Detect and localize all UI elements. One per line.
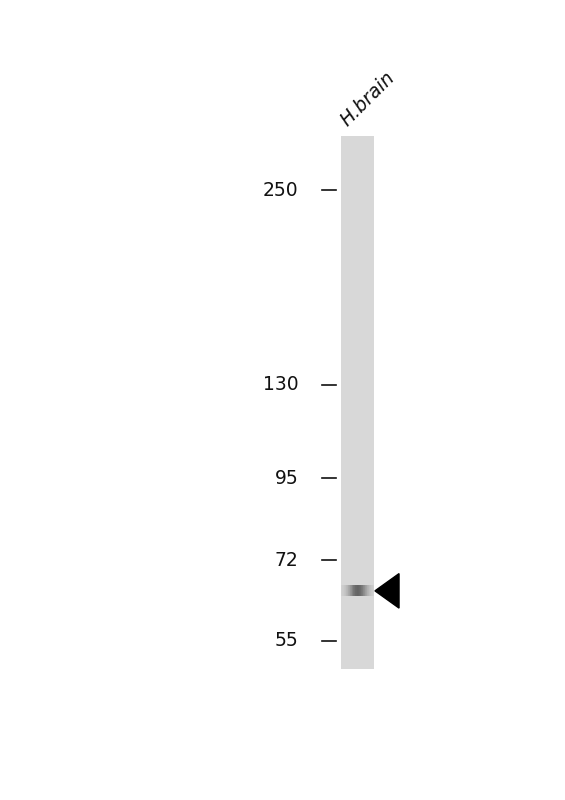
- Bar: [345, 586, 346, 597]
- Bar: [348, 586, 349, 597]
- Text: 130: 130: [263, 375, 298, 394]
- Bar: [351, 586, 352, 597]
- Text: H.brain: H.brain: [337, 68, 398, 130]
- Bar: [373, 586, 374, 597]
- Bar: [356, 586, 357, 597]
- Bar: [362, 586, 363, 597]
- Text: 95: 95: [275, 469, 298, 487]
- Bar: [349, 586, 350, 597]
- Bar: [352, 586, 353, 597]
- Bar: [341, 586, 342, 597]
- Bar: [342, 586, 343, 597]
- Bar: [370, 586, 371, 597]
- Bar: [350, 586, 351, 597]
- Bar: [343, 586, 344, 597]
- Bar: [346, 586, 347, 597]
- Bar: [353, 586, 354, 597]
- Bar: [341, 136, 374, 669]
- Bar: [355, 586, 356, 597]
- Text: 55: 55: [275, 631, 298, 650]
- Bar: [347, 586, 348, 597]
- Bar: [372, 586, 373, 597]
- Bar: [358, 586, 359, 597]
- Bar: [371, 586, 372, 597]
- Polygon shape: [375, 574, 399, 608]
- Bar: [360, 586, 362, 597]
- Bar: [368, 586, 370, 597]
- Bar: [354, 586, 355, 597]
- Bar: [367, 586, 368, 597]
- Bar: [344, 586, 345, 597]
- Text: 250: 250: [263, 181, 298, 200]
- Bar: [364, 586, 366, 597]
- Bar: [366, 586, 367, 597]
- Bar: [357, 586, 358, 597]
- Text: 72: 72: [275, 551, 298, 570]
- Bar: [363, 586, 364, 597]
- Bar: [359, 586, 360, 597]
